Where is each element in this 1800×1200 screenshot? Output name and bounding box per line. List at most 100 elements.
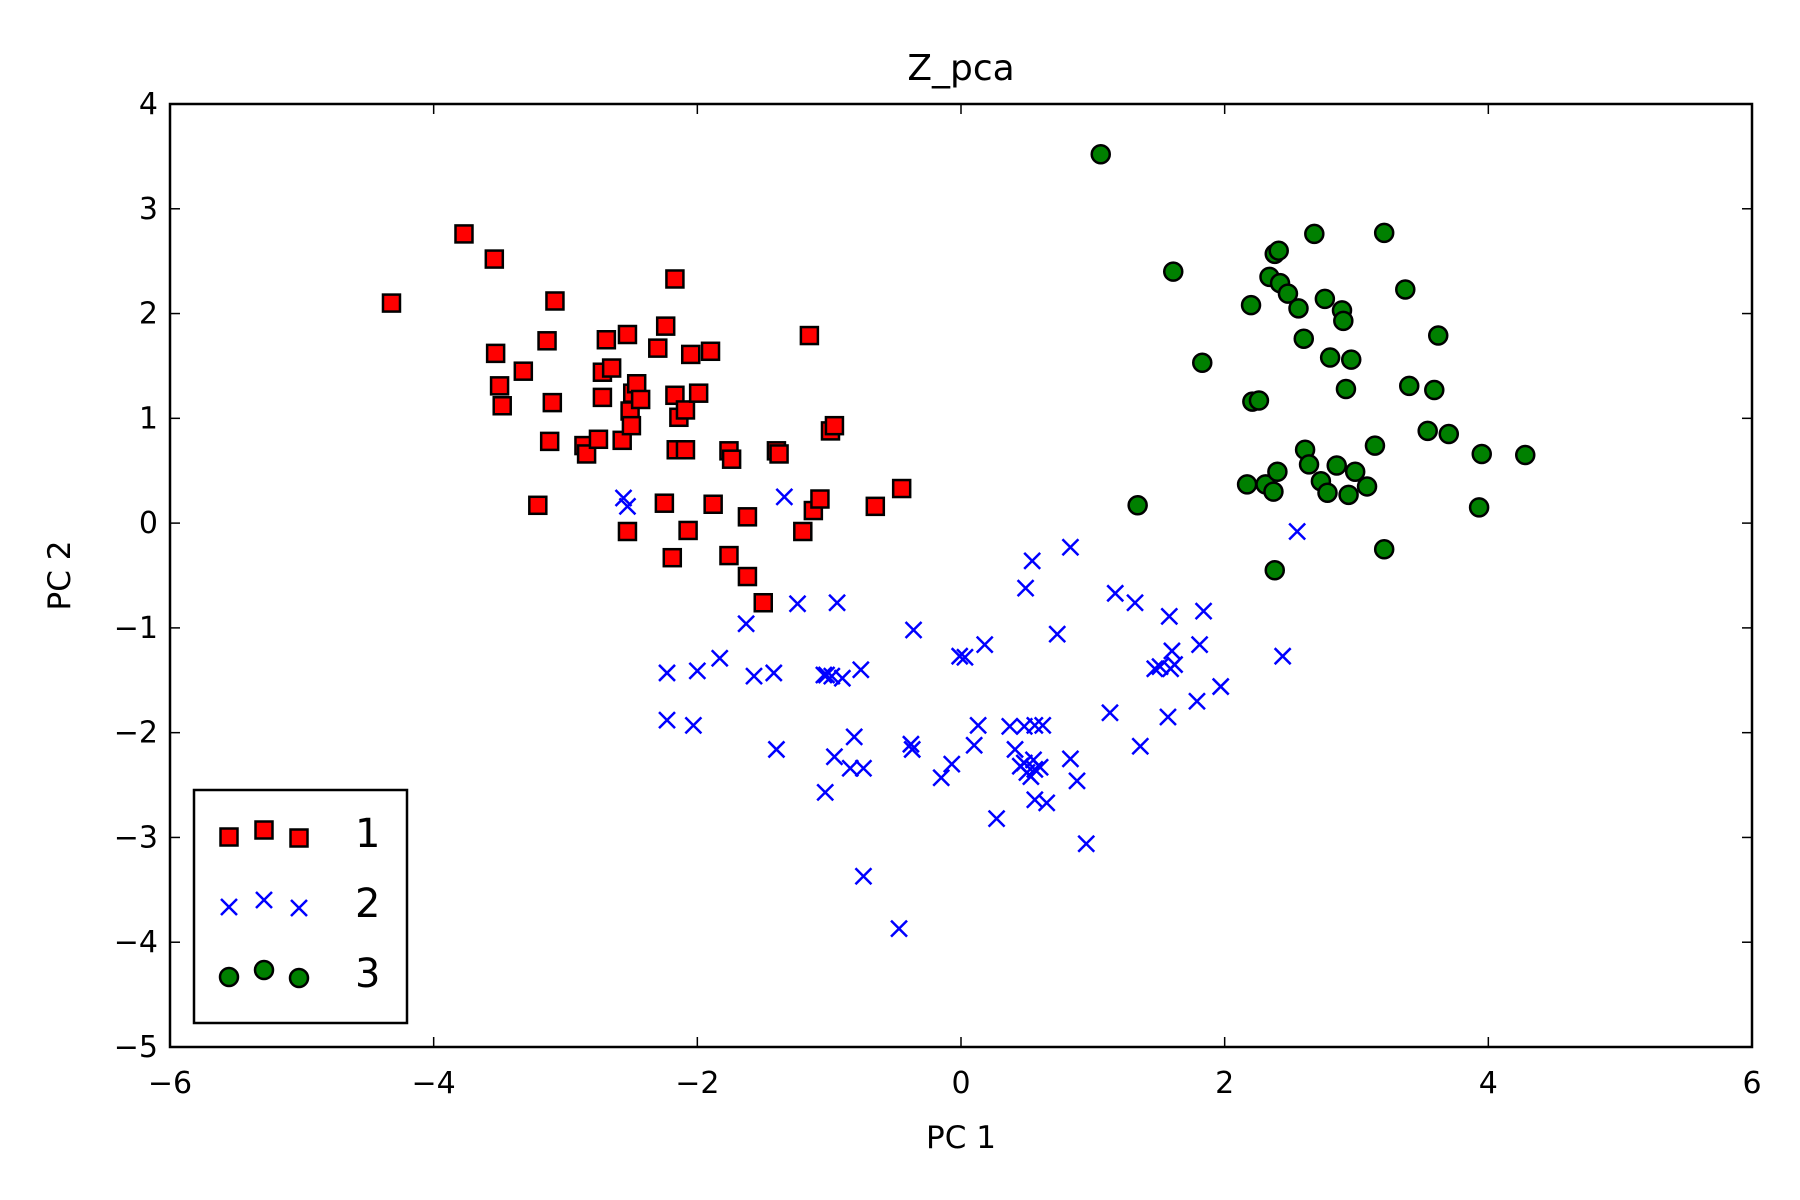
series-1-point bbox=[601, 358, 622, 378]
series-3-point bbox=[1438, 423, 1460, 445]
y-tick-label: −2 bbox=[114, 716, 158, 751]
series-3-point bbox=[1424, 379, 1445, 401]
series-3-point bbox=[1314, 288, 1336, 310]
series-1-point bbox=[680, 344, 701, 365]
series-3-point bbox=[1417, 420, 1438, 442]
legend-label: 2 bbox=[355, 881, 380, 927]
y-axis-label: PC 2 bbox=[42, 541, 78, 611]
series-1-point bbox=[545, 291, 565, 311]
series-2-point bbox=[688, 661, 707, 680]
series-2-point bbox=[1031, 758, 1049, 777]
series-2-point bbox=[969, 716, 988, 735]
series-1-point bbox=[655, 316, 676, 336]
series-2-point bbox=[710, 649, 729, 668]
series-2-point bbox=[1101, 703, 1119, 722]
series-3-point bbox=[1373, 539, 1395, 560]
series-2-point bbox=[1165, 655, 1184, 674]
series-2-point bbox=[745, 667, 763, 685]
series-1-point bbox=[737, 507, 758, 527]
series-1-point bbox=[621, 415, 642, 436]
series-3-point bbox=[1264, 560, 1286, 581]
series-1-point bbox=[592, 387, 613, 408]
series-1-point bbox=[513, 361, 534, 381]
series-2-point bbox=[1048, 625, 1067, 644]
legend-entry-1: 1 bbox=[219, 811, 380, 857]
series-2-point bbox=[1025, 790, 1044, 809]
series-2-point bbox=[1163, 642, 1181, 660]
series-3-point bbox=[1288, 298, 1309, 319]
series-3-point bbox=[1298, 454, 1320, 475]
series-3-point bbox=[1236, 474, 1258, 495]
series-2-point bbox=[618, 497, 637, 516]
series-2-point bbox=[825, 747, 844, 766]
series-2-point bbox=[851, 660, 870, 679]
series-2-point bbox=[1160, 607, 1179, 626]
series-1-point bbox=[737, 566, 758, 587]
series-1-point bbox=[630, 389, 651, 410]
x-tick-label: 4 bbox=[1479, 1066, 1498, 1101]
series-2-point bbox=[684, 716, 703, 735]
series-3-point bbox=[1267, 461, 1288, 483]
x-tick-label: 6 bbox=[1742, 1066, 1761, 1101]
series-2 bbox=[614, 488, 1307, 938]
series-1-point bbox=[665, 385, 685, 406]
series-1-point bbox=[793, 521, 813, 542]
series-1-point bbox=[721, 449, 742, 469]
y-tick-label: 4 bbox=[139, 87, 158, 122]
series-2-point bbox=[1194, 602, 1213, 621]
series-2-point bbox=[1211, 677, 1230, 696]
series-2-point bbox=[658, 711, 676, 729]
data-points bbox=[381, 144, 1536, 938]
series-2-point bbox=[737, 614, 755, 633]
series-2-point bbox=[1131, 737, 1150, 756]
series-3-point bbox=[1468, 497, 1490, 518]
legend-marker bbox=[253, 959, 275, 981]
series-3-point bbox=[1090, 144, 1111, 165]
series-2-point bbox=[845, 727, 864, 746]
series-2-point bbox=[1273, 647, 1292, 666]
series-2-point bbox=[841, 759, 860, 778]
series-3-point bbox=[1344, 461, 1366, 483]
series-1-point bbox=[703, 494, 723, 515]
series-3 bbox=[1090, 144, 1536, 581]
series-1-point bbox=[454, 224, 474, 244]
axis-ticks: −6 −4 −2 0 2 4 6 −5 −4 −3 −2 −1 0 1 2 3 4 bbox=[114, 87, 1762, 1101]
series-2-point bbox=[1000, 717, 1019, 736]
series-1-point bbox=[688, 383, 709, 403]
series-3-point bbox=[1335, 378, 1357, 400]
series-1-point bbox=[799, 325, 820, 346]
legend-marker bbox=[255, 891, 273, 909]
series-3-point bbox=[1248, 390, 1270, 411]
series-2-point bbox=[1061, 749, 1080, 768]
series-2-point bbox=[1145, 659, 1164, 678]
series-2-point bbox=[854, 867, 873, 886]
series-3-point bbox=[1163, 261, 1184, 282]
series-2-point bbox=[828, 593, 846, 612]
series-3-point bbox=[1192, 352, 1213, 374]
y-tick-label: −1 bbox=[114, 611, 158, 646]
legend-entry-2: 2 bbox=[220, 881, 380, 927]
series-3-point bbox=[1514, 444, 1536, 466]
series-2-point bbox=[956, 648, 974, 667]
series-1-point bbox=[678, 520, 698, 541]
series-3-point bbox=[1319, 347, 1341, 368]
series-3-point bbox=[1340, 349, 1362, 370]
legend-marker bbox=[254, 820, 274, 840]
series-2-point bbox=[902, 735, 920, 754]
series-1-point bbox=[485, 343, 506, 364]
y-tick-label: 1 bbox=[139, 401, 158, 436]
series-3-point bbox=[1373, 222, 1395, 244]
series-2-point bbox=[1190, 635, 1209, 654]
series-2-point bbox=[1025, 760, 1044, 779]
series-2-point bbox=[1077, 834, 1096, 853]
series-1-point bbox=[626, 374, 647, 394]
x-tick-label: 0 bbox=[951, 1066, 970, 1101]
series-3-point bbox=[1277, 283, 1299, 304]
x-tick-label: −2 bbox=[675, 1066, 719, 1101]
series-1-point bbox=[665, 269, 685, 289]
series-2-point bbox=[817, 666, 836, 684]
series-2-point bbox=[904, 621, 923, 639]
series-2-point bbox=[658, 664, 676, 682]
series-1-point bbox=[719, 545, 739, 566]
